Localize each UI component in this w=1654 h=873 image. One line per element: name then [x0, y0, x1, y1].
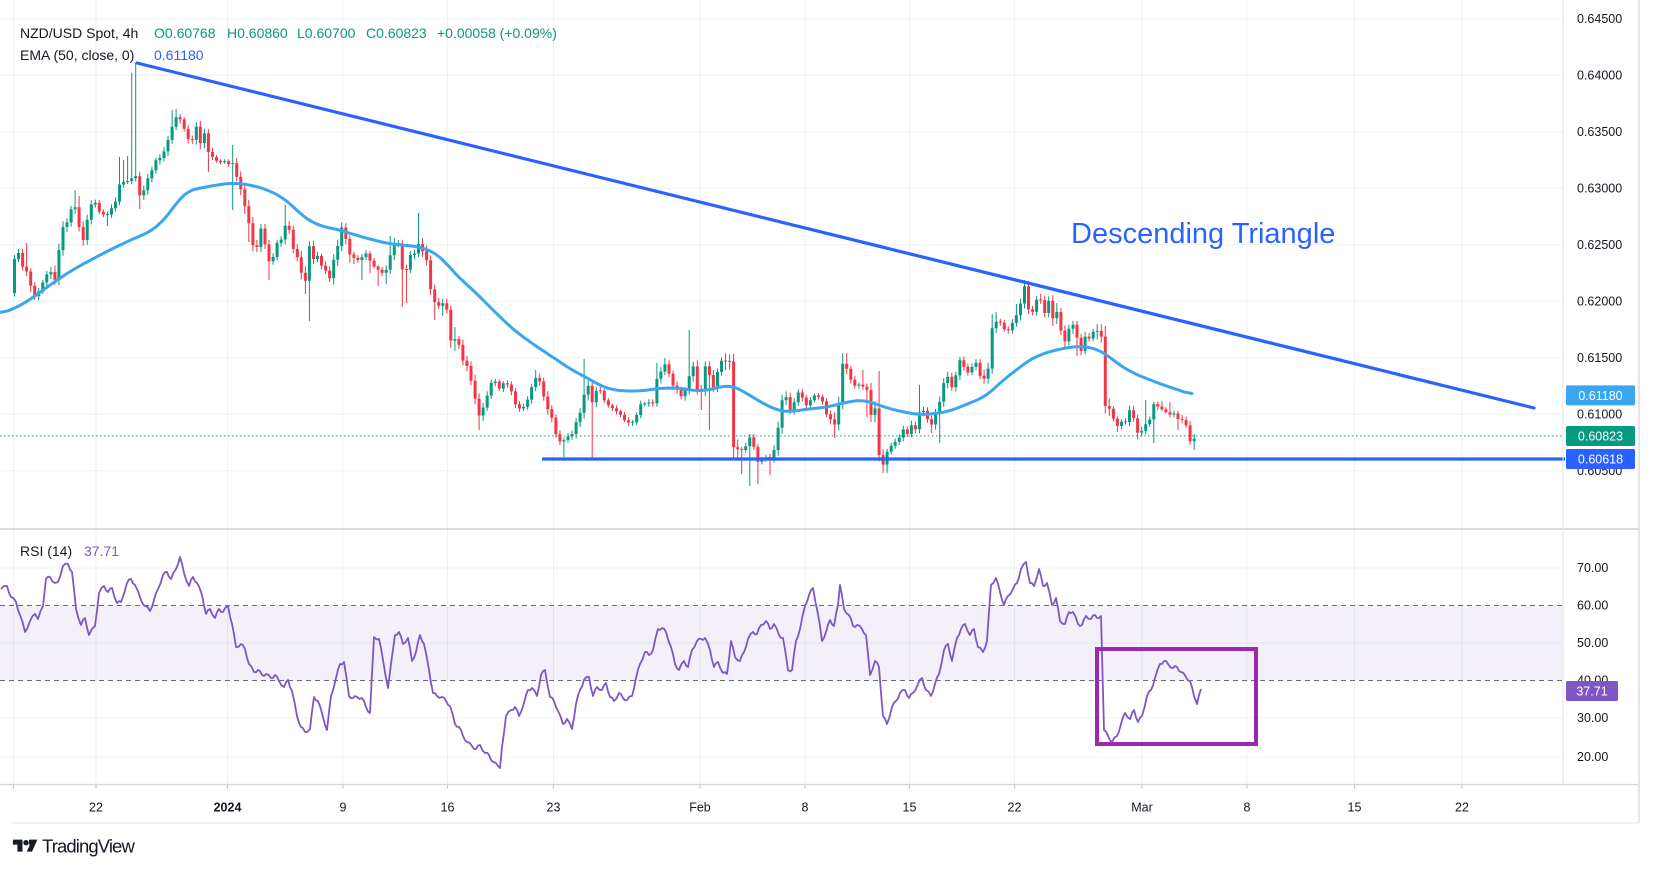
svg-text:37.71: 37.71	[1576, 685, 1607, 699]
svg-text:0.61180: 0.61180	[154, 47, 204, 63]
svg-text:0.61000: 0.61000	[1577, 407, 1622, 421]
svg-text:23: 23	[547, 801, 561, 815]
svg-text:8: 8	[802, 801, 809, 815]
svg-text:8: 8	[1244, 801, 1251, 815]
svg-text:0.62500: 0.62500	[1577, 238, 1622, 252]
svg-text:0.64000: 0.64000	[1577, 68, 1622, 82]
svg-text:0.60823: 0.60823	[1578, 430, 1623, 444]
svg-text:20.00: 20.00	[1577, 750, 1608, 764]
svg-text:RSI (14): RSI (14)	[20, 543, 72, 559]
svg-text:H0.60860: H0.60860	[227, 25, 288, 41]
svg-text:2024: 2024	[214, 801, 242, 815]
svg-text:37.71: 37.71	[84, 543, 119, 559]
svg-text:70.00: 70.00	[1577, 561, 1608, 575]
svg-text:0.62000: 0.62000	[1577, 294, 1622, 308]
svg-text:C0.60823: C0.60823	[366, 25, 427, 41]
svg-text:9: 9	[340, 801, 347, 815]
svg-text:NZD/USD Spot, 4h: NZD/USD Spot, 4h	[20, 25, 138, 41]
svg-text:EMA (50, close, 0): EMA (50, close, 0)	[20, 47, 134, 63]
svg-text:22: 22	[1455, 801, 1469, 815]
svg-text:TradingView: TradingView	[42, 836, 135, 857]
svg-text:50.00: 50.00	[1577, 636, 1608, 650]
svg-text:0.64500: 0.64500	[1577, 12, 1622, 26]
svg-text:0.63500: 0.63500	[1577, 125, 1622, 139]
svg-text:60.00: 60.00	[1577, 599, 1608, 613]
svg-text:16: 16	[441, 801, 455, 815]
svg-text:0.61180: 0.61180	[1578, 389, 1622, 403]
svg-text:0.63000: 0.63000	[1577, 181, 1622, 195]
svg-text:22: 22	[1008, 801, 1022, 815]
svg-text:0.60618: 0.60618	[1578, 453, 1623, 467]
svg-text:30.00: 30.00	[1577, 711, 1608, 725]
svg-text:O0.60768: O0.60768	[154, 25, 216, 41]
svg-text:Descending Triangle: Descending Triangle	[1071, 218, 1335, 250]
svg-text:15: 15	[1348, 801, 1362, 815]
svg-text:0.61500: 0.61500	[1577, 351, 1622, 365]
svg-text:Mar: Mar	[1131, 801, 1153, 815]
svg-text:15: 15	[903, 801, 917, 815]
svg-text:Feb: Feb	[689, 801, 711, 815]
svg-text:+0.00058 (+0.09%): +0.00058 (+0.09%)	[437, 25, 557, 41]
svg-text:L0.60700: L0.60700	[297, 25, 356, 41]
svg-text:22: 22	[89, 801, 103, 815]
